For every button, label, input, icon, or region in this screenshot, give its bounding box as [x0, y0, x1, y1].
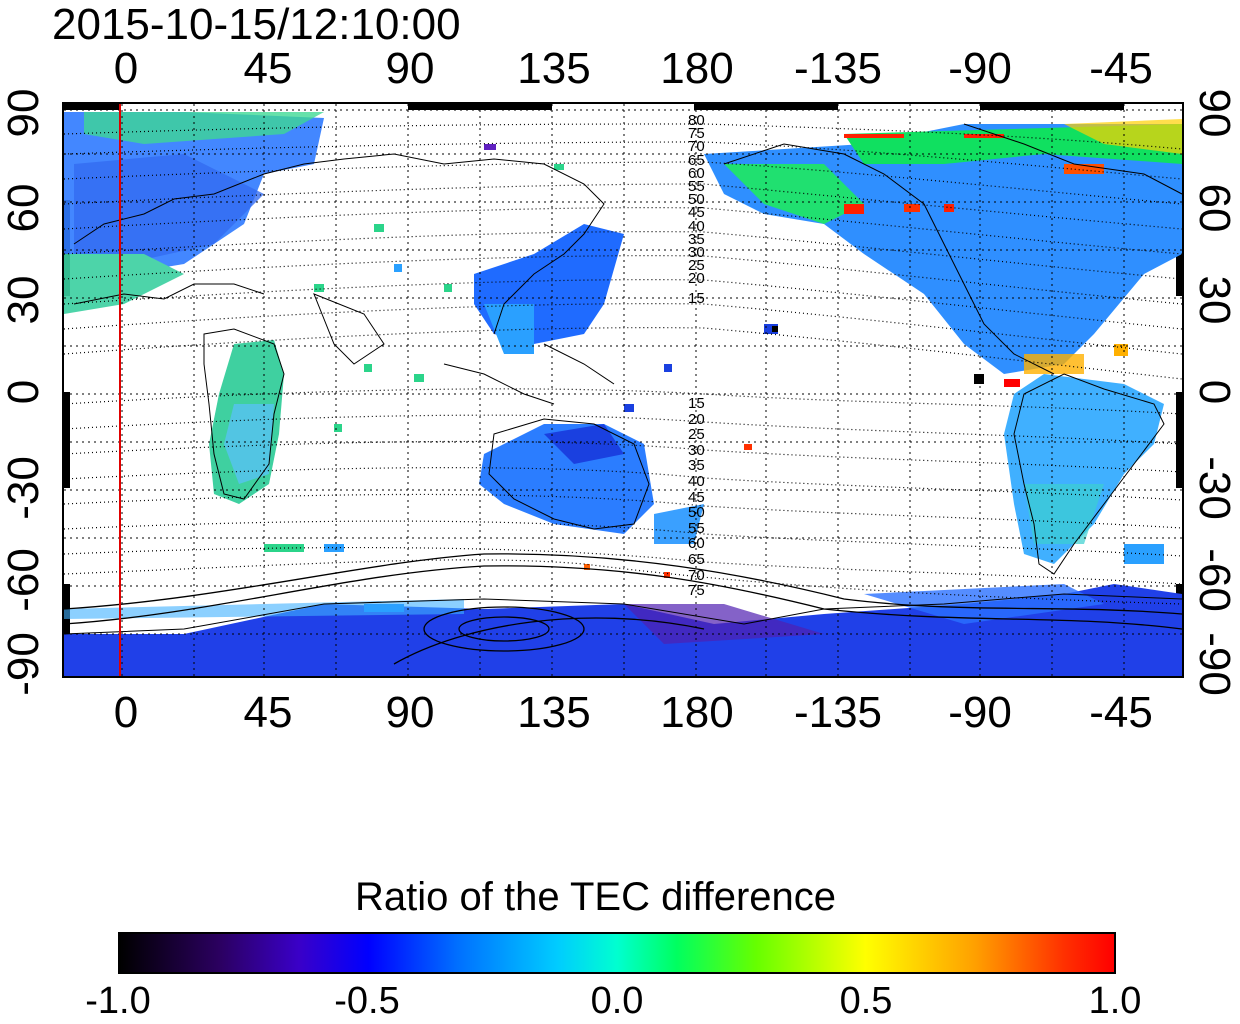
lat-tick-right: 60 — [1190, 183, 1239, 233]
lon-tick-top: 90 — [385, 44, 435, 93]
magnetic-latitude-contours — [64, 123, 1182, 605]
contour-label: 45 — [688, 204, 705, 222]
contour-label: 25 — [688, 257, 705, 275]
south-polar-contours — [64, 553, 1182, 665]
map-title: 2015-10-15/12:10:00 — [52, 0, 461, 49]
contour-labels-north: 80 75 70 65 60 55 50 45 40 35 30 25 20 1… — [688, 112, 705, 307]
contour-label: 30 — [688, 244, 705, 262]
tec-data-scatter — [264, 134, 1164, 612]
lat-tick-left: -90 — [0, 632, 48, 696]
contour-label: 55 — [688, 178, 705, 196]
contour-label: 55 — [688, 519, 705, 537]
contour-label: 15 — [688, 289, 705, 307]
colorbar-title: Ratio of the TEC difference — [355, 875, 837, 919]
colorbar-label: 0.0 — [590, 980, 644, 1022]
lon-tick-top: -90 — [948, 44, 1012, 93]
tec-data-asia — [474, 224, 624, 354]
lat-tick-right: 90 — [1190, 88, 1239, 138]
contour-label: 20 — [688, 270, 705, 288]
lon-tick-bottom: 0 — [113, 688, 139, 737]
contour-label: 40 — [688, 472, 705, 490]
lat-tick-right: -60 — [1190, 548, 1239, 612]
contour-label: 40 — [688, 217, 705, 235]
tec-data-africa — [209, 340, 284, 504]
lon-tick-top: 180 — [660, 44, 734, 93]
contour-label: 35 — [688, 457, 705, 475]
contour-label: 70 — [688, 566, 705, 584]
contour-label: 70 — [688, 138, 705, 156]
lat-tick-left: 0 — [0, 379, 48, 405]
contour-label: 20 — [688, 410, 705, 428]
contour-label: 35 — [688, 230, 705, 248]
coastlines — [64, 123, 1182, 635]
lon-tick-bottom: 90 — [385, 688, 435, 737]
map-canvas — [64, 104, 1182, 676]
lat-tick-right: 0 — [1190, 379, 1239, 405]
colorbar-label: 1.0 — [1088, 980, 1142, 1022]
lon-tick-bottom: -45 — [1089, 688, 1153, 737]
colorbar-label: 0.5 — [839, 980, 893, 1022]
lon-tick-top: -135 — [793, 44, 883, 93]
contour-label: 45 — [688, 488, 705, 506]
lon-tick-bottom: 45 — [243, 688, 293, 737]
colorbar-label: -0.5 — [334, 980, 400, 1022]
tec-data-americas — [704, 119, 1182, 564]
lat-tick-left: 90 — [0, 88, 48, 138]
contour-label: 65 — [688, 550, 705, 568]
lon-tick-top: -45 — [1089, 44, 1153, 93]
contour-label: 75 — [688, 125, 705, 143]
contour-label: 50 — [688, 504, 705, 522]
lon-tick-top: 135 — [517, 44, 591, 93]
lat-tick-right: -30 — [1190, 456, 1239, 520]
tec-map: 80 75 70 65 60 55 50 45 40 35 30 25 20 1… — [62, 102, 1184, 678]
lat-tick-left: 30 — [0, 275, 48, 325]
contour-label: 75 — [688, 582, 705, 600]
contour-label: 50 — [688, 191, 705, 209]
lat-tick-left: 60 — [0, 183, 48, 233]
colorbar-label: -1.0 — [85, 980, 151, 1022]
lon-tick-top: 45 — [243, 44, 293, 93]
lon-tick-bottom: -90 — [948, 688, 1012, 737]
contour-label: 15 — [688, 395, 705, 412]
contour-label: 60 — [688, 535, 705, 553]
contour-labels-south: 15 20 25 30 35 40 45 50 55 60 65 70 75 — [688, 396, 705, 599]
tec-data-australia — [479, 424, 704, 544]
lat-tick-right: -90 — [1190, 632, 1239, 696]
lat-tick-right: 30 — [1190, 275, 1239, 325]
contour-label: 30 — [688, 441, 705, 459]
colorbar — [118, 932, 1116, 974]
lon-tick-top: 0 — [113, 44, 139, 93]
graticule — [64, 104, 1182, 676]
lon-tick-bottom: 180 — [660, 688, 734, 737]
contour-label: 65 — [688, 151, 705, 169]
contour-label: 80 — [688, 112, 705, 129]
lat-tick-left: -60 — [0, 548, 48, 612]
lon-tick-bottom: -135 — [793, 688, 883, 737]
contour-label: 25 — [688, 426, 705, 444]
lon-tick-bottom: 135 — [517, 688, 591, 737]
contour-label: 60 — [688, 164, 705, 182]
lat-tick-left: -30 — [0, 456, 48, 520]
